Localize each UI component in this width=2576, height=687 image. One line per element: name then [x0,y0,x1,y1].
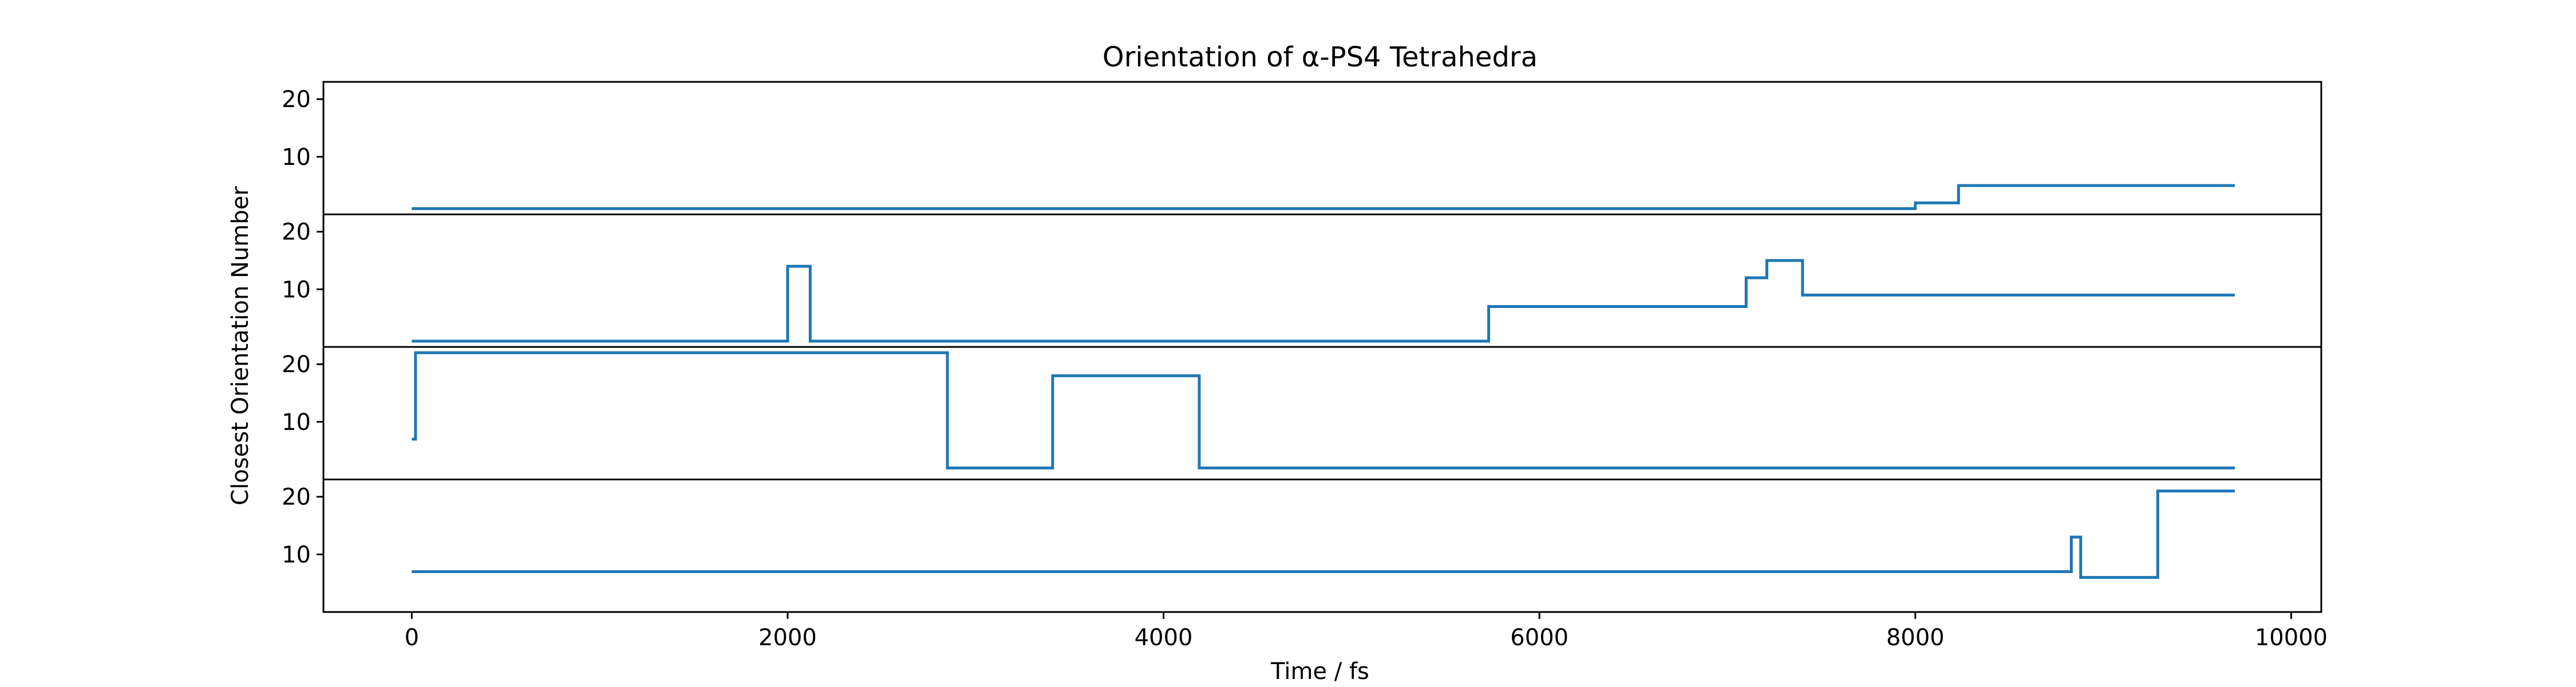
series-line [412,184,2235,210]
x-tick-label: 4000 [1135,625,1193,651]
x-axis-label: Time / fs [1270,658,1369,685]
y-tick-label: 10 [282,144,311,171]
panel-frame [322,479,2322,613]
y-tick-label: 10 [282,277,311,303]
panel-frame [322,346,2322,480]
panel-frame [322,214,2322,348]
x-tick-label: 6000 [1510,625,1568,651]
y-axis-label: Closest Orientation Number [227,186,254,506]
x-tick-label: 8000 [1886,625,1945,651]
x-tick-label: 2000 [758,625,817,651]
chart-title: Orientation of α-PS4 Tetrahedra [1103,41,1538,73]
y-tick-label: 20 [282,86,311,113]
y-tick-label: 10 [282,542,311,568]
series-line [412,351,2235,469]
x-tick-label: 0 [405,625,419,651]
plot-layer: 10 20 10 20 10 20 10 20 0 2000 4000 6000 8000 10000 [282,81,2328,651]
series-line [412,489,2235,579]
series-line [412,259,2235,343]
y-tick-label: 20 [282,352,311,378]
x-tick-label: 10000 [2255,625,2328,651]
y-tick-label: 10 [282,409,311,436]
y-tick-label: 20 [282,219,311,246]
panel-frame [322,81,2322,215]
y-tick-label: 20 [282,484,311,511]
